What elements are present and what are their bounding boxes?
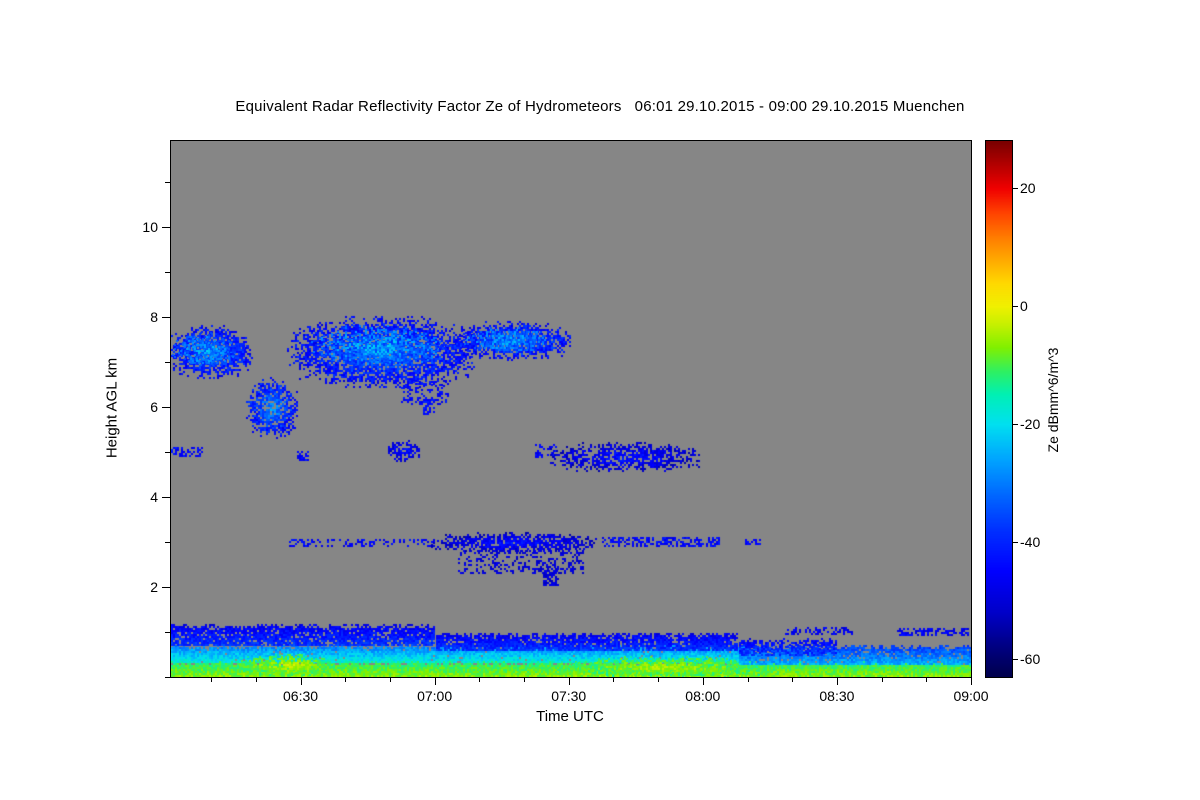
y-axis-tick-label: 2 <box>150 578 158 595</box>
x-axis-tick-label: 08:00 <box>685 688 721 704</box>
colorbar-canvas <box>986 141 1012 677</box>
x-axis-minor-tick <box>881 678 883 682</box>
y-axis-tick-label: 4 <box>150 488 158 505</box>
x-axis-label: Time UTC <box>536 708 604 725</box>
x-axis-minor-tick <box>613 678 615 682</box>
x-axis-minor-tick <box>255 678 257 682</box>
colorbar-axis-label: Ze dBmm^6/m^3 <box>1045 347 1061 453</box>
y-axis-tick <box>162 496 170 498</box>
x-axis-minor-tick <box>389 678 391 682</box>
colorbar-tick-label: 20 <box>1020 180 1036 197</box>
plot-canvas <box>171 141 971 677</box>
x-axis-tick <box>702 678 704 685</box>
x-axis-tick-label: 09:00 <box>953 688 989 704</box>
colorbar-tick <box>1013 659 1018 661</box>
y-axis-tick <box>162 586 170 588</box>
colorbar-tick-label: -60 <box>1020 651 1041 668</box>
colorbar-tick-label: -40 <box>1020 533 1041 550</box>
y-axis-tick <box>162 406 170 408</box>
x-axis-minor-tick <box>345 678 347 682</box>
x-axis-minor-tick <box>524 678 526 682</box>
x-axis-tick <box>434 678 436 685</box>
x-axis-minor-tick <box>658 678 660 682</box>
x-axis-minor-tick <box>211 678 213 682</box>
x-axis-tick-label: 06:30 <box>283 688 319 704</box>
y-axis-tick <box>162 316 170 318</box>
x-axis-minor-tick <box>479 678 481 682</box>
x-axis-tick <box>836 678 838 685</box>
x-axis-tick <box>568 678 570 685</box>
colorbar-tick <box>1013 305 1018 307</box>
y-axis-tick <box>162 226 170 228</box>
y-axis-label: Height AGL km <box>103 357 121 459</box>
x-axis-tick <box>300 678 302 685</box>
colorbar-tick <box>1013 541 1018 543</box>
plot-area <box>170 140 972 678</box>
x-axis-tick-label: 07:30 <box>551 688 587 704</box>
x-axis-minor-tick <box>926 678 928 682</box>
colorbar-tick-label: 0 <box>1020 297 1028 314</box>
x-axis-tick-label: 07:00 <box>417 688 453 704</box>
chart-title: Equivalent Radar Reflectivity Factor Ze … <box>235 98 965 115</box>
colorbar <box>985 140 1013 678</box>
colorbar-tick <box>1013 423 1018 425</box>
x-axis-tick <box>971 678 972 685</box>
y-axis-tick-label: 10 <box>142 218 158 235</box>
x-axis-tick-label: 08:30 <box>819 688 855 704</box>
x-axis-minor-tick <box>792 678 794 682</box>
colorbar-tick <box>1013 188 1018 190</box>
x-axis-minor-tick <box>747 678 749 682</box>
y-axis-tick-label: 8 <box>150 308 158 325</box>
